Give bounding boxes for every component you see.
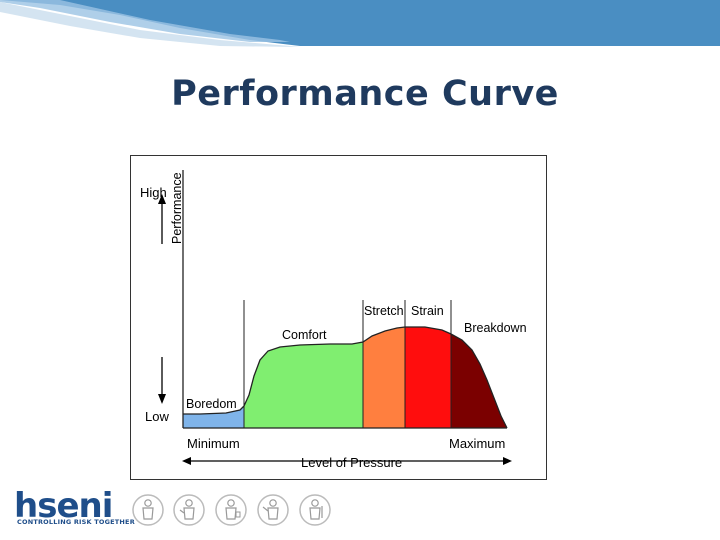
hseni-logo: hseni — [14, 486, 113, 526]
worker-icon — [132, 494, 164, 526]
x-max-label: Maximum — [449, 436, 505, 451]
worker-with-wrench-icon — [257, 494, 289, 526]
performance-curve-diagram: Performance High Low Boredom Comfort Str… — [130, 155, 547, 480]
y-axis-label: Performance — [170, 172, 184, 244]
x-min-label: Minimum — [187, 436, 240, 451]
pressure-arrowhead-right — [503, 457, 512, 465]
x-axis-label: Level of Pressure — [301, 455, 402, 470]
hseni-tagline: CONTROLLING RISK TOGETHER — [17, 518, 135, 526]
diagram-frame — [130, 155, 547, 480]
zone-label-strain: Strain — [411, 304, 444, 318]
performance-curve-line — [183, 326, 508, 429]
zone-breakdown — [451, 334, 507, 428]
zone-strain — [405, 327, 451, 428]
zone-comfort — [244, 342, 363, 428]
y-high-label: High — [140, 185, 167, 200]
low-arrowhead — [158, 394, 166, 404]
pressure-arrowhead-left — [182, 457, 191, 465]
zone-label-breakdown: Breakdown — [464, 321, 527, 335]
zone-label-stretch: Stretch — [364, 304, 404, 318]
zone-label-comfort: Comfort — [282, 328, 327, 342]
worker-with-bag-icon — [215, 494, 247, 526]
header-banner — [0, 0, 720, 47]
zone-stretch — [363, 327, 405, 428]
zone-label-boredom: Boredom — [186, 397, 237, 411]
high-arrowhead — [158, 194, 166, 204]
worker-with-tools-icon — [173, 494, 205, 526]
slide-title: Performance Curve — [171, 74, 559, 114]
worker-with-equipment-icon — [299, 494, 331, 526]
y-low-label: Low — [145, 409, 169, 424]
footer-icons — [132, 494, 331, 526]
zone-boredom — [183, 406, 244, 428]
